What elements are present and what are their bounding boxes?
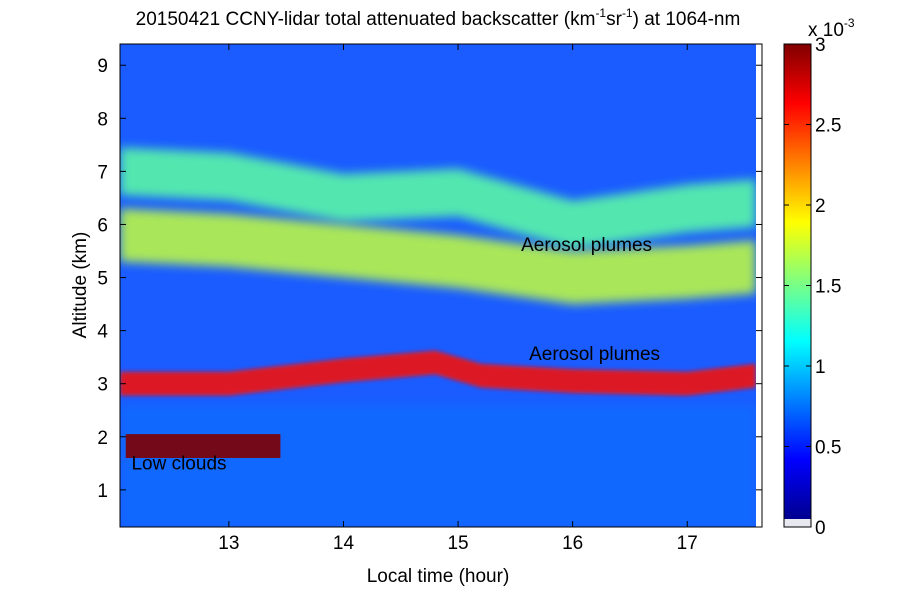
near-surface-region — [120, 404, 756, 527]
aerosol-layer-band — [120, 208, 756, 305]
chart-title: 20150421 CCNY-lidar total attenuated bac… — [136, 6, 741, 30]
colorbar-ticks: 0 0.5 1 1.5 2 2.5 3 — [784, 35, 841, 539]
y-tick-label: 9 — [97, 56, 108, 77]
colorbar-tick-label: 2.5 — [815, 116, 841, 137]
colorbar: 0 0.5 1 1.5 2 2.5 3 x 10-3 — [783, 16, 855, 539]
colorbar-tick-label: 2 — [815, 196, 826, 217]
title-suffix: ) at 1064-nm — [633, 9, 741, 30]
x-tick-label: 13 — [218, 533, 239, 554]
annotation-label: Aerosol plumes — [529, 344, 660, 365]
title-sup2: -1 — [622, 6, 633, 20]
plot-frame — [119, 43, 763, 528]
colorbar-multiplier-exponent: -3 — [844, 16, 855, 30]
x-axis-label: Local time (hour) — [367, 566, 510, 587]
y-tick-label: 2 — [97, 428, 108, 449]
colorbar-multiplier: x 10-3 — [808, 16, 855, 41]
x-axis: 13 14 15 16 17 — [218, 44, 698, 554]
y-tick-label: 5 — [97, 269, 108, 290]
aerosol-layer-band — [120, 350, 756, 396]
colorbar-zero-cell — [784, 519, 811, 527]
y-tick-label: 3 — [97, 375, 108, 396]
heatmap-features — [120, 147, 756, 527]
x-tick-label: 17 — [677, 533, 698, 554]
aerosol-layer-band — [120, 147, 756, 249]
colorbar-gradient — [784, 44, 811, 519]
x-tick-label: 14 — [333, 533, 355, 554]
y-tick-label: 8 — [97, 109, 108, 130]
annotation-label: Low clouds — [131, 454, 226, 475]
title-prefix: 20150421 CCNY-lidar total attenuated bac… — [136, 9, 596, 30]
colorbar-tick-label: 0.5 — [815, 438, 841, 459]
colorbar-tick-label: 1.5 — [815, 277, 841, 298]
title-mid: sr — [606, 9, 623, 30]
y-axis: 1 2 3 4 5 6 7 8 9 — [97, 56, 762, 502]
y-axis-label: Altitude (km) — [70, 232, 91, 339]
y-tick-label: 4 — [97, 322, 108, 343]
colorbar-tick-label: 0 — [815, 518, 826, 539]
annotations: Aerosol plumes Aerosol plumes Low clouds — [131, 235, 660, 475]
low-cloud-band — [125, 434, 281, 458]
annotation-label: Aerosol plumes — [521, 235, 652, 256]
x-tick-label: 15 — [447, 533, 468, 554]
y-tick-label: 1 — [97, 481, 108, 502]
heatmap-area — [120, 44, 756, 527]
title-sup1: -1 — [595, 6, 606, 20]
x-tick-label: 16 — [562, 533, 583, 554]
colorbar-tick-label: 1 — [815, 357, 826, 378]
y-tick-label: 6 — [97, 215, 108, 236]
y-tick-label: 7 — [97, 162, 108, 183]
colorbar-tick-label: 3 — [815, 35, 826, 56]
colorbar-multiplier-base: x 10 — [808, 20, 844, 41]
